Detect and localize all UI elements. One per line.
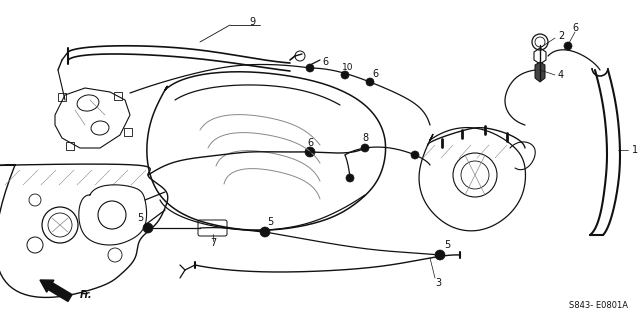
Circle shape	[42, 207, 78, 243]
Text: 3: 3	[435, 278, 441, 288]
Text: 5: 5	[444, 240, 450, 250]
Text: 5: 5	[137, 213, 143, 223]
Circle shape	[366, 78, 374, 86]
Circle shape	[361, 144, 369, 152]
Circle shape	[143, 223, 153, 233]
Text: 5: 5	[267, 217, 273, 227]
Text: 6: 6	[372, 69, 378, 79]
Circle shape	[305, 147, 315, 157]
Polygon shape	[535, 62, 545, 82]
Circle shape	[108, 248, 122, 262]
Circle shape	[306, 64, 314, 72]
Text: 6: 6	[307, 138, 313, 148]
Circle shape	[461, 161, 489, 189]
Circle shape	[535, 37, 545, 47]
Circle shape	[453, 153, 497, 197]
Circle shape	[435, 250, 445, 260]
Circle shape	[295, 51, 305, 61]
Text: 8: 8	[362, 133, 368, 143]
Circle shape	[260, 227, 270, 237]
Circle shape	[564, 42, 572, 50]
Text: Fr.: Fr.	[80, 290, 93, 300]
Text: 7: 7	[210, 238, 216, 248]
Circle shape	[29, 194, 41, 206]
Circle shape	[48, 213, 72, 237]
Text: 9: 9	[249, 17, 255, 27]
Text: S843- E0801A: S843- E0801A	[569, 301, 628, 310]
Text: 6: 6	[322, 57, 328, 67]
Text: 1: 1	[632, 145, 638, 155]
Circle shape	[411, 151, 419, 159]
Circle shape	[98, 201, 126, 229]
Text: 6: 6	[572, 23, 578, 33]
FancyArrow shape	[40, 280, 72, 301]
Text: 4: 4	[558, 70, 564, 80]
Text: 2: 2	[558, 31, 564, 41]
Text: 10: 10	[342, 62, 354, 71]
Circle shape	[341, 71, 349, 79]
Circle shape	[346, 174, 354, 182]
Circle shape	[27, 237, 43, 253]
Circle shape	[532, 34, 548, 50]
